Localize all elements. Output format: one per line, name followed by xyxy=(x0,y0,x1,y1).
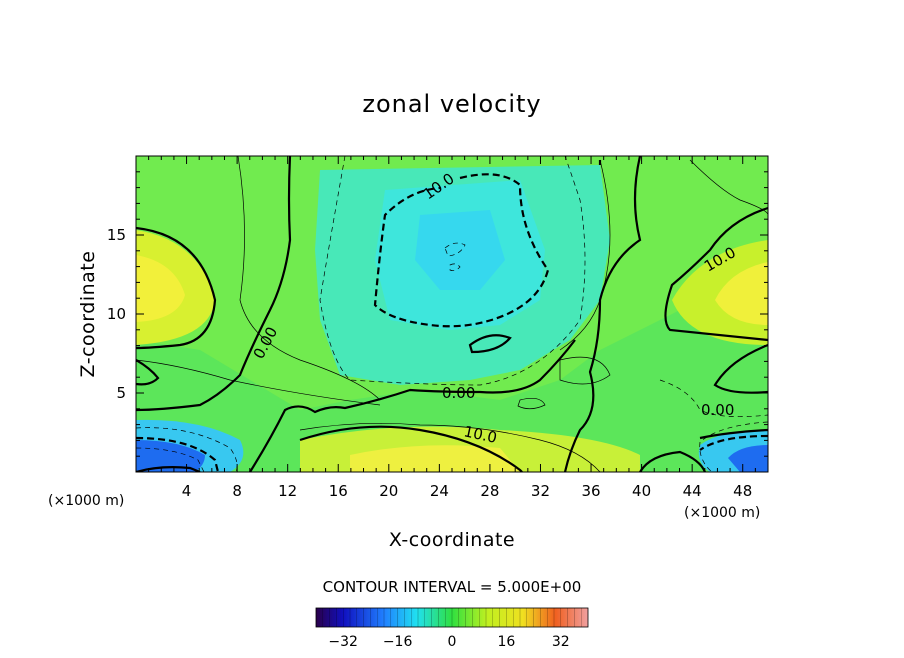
y-tick-label: 10 xyxy=(107,305,126,323)
colorbar-tick-label: 32 xyxy=(552,634,570,650)
colorbar-tick-label: 0 xyxy=(448,634,457,650)
field-region-cyan-center xyxy=(415,210,505,290)
x-unit-right: (×1000 m) xyxy=(684,505,760,521)
y-axis: 5 10 15 xyxy=(107,171,768,457)
colorbar-stripes xyxy=(322,608,582,627)
x-tick-label: 48 xyxy=(733,482,752,500)
x-tick-label: 32 xyxy=(531,482,550,500)
contours-thick-dashed xyxy=(136,173,768,472)
contours-thick xyxy=(136,156,768,472)
field-region-left-lobe-core xyxy=(136,255,185,322)
colorbar-ticks: −32 −16 0 16 32 xyxy=(328,634,569,650)
contour-label: 0.00 xyxy=(442,384,475,402)
x-axis-label: X-coordinate xyxy=(389,529,515,551)
x-tick-label: 44 xyxy=(683,482,702,500)
field-region-bottom-band-core xyxy=(350,445,520,472)
x-unit-left: (×1000 m) xyxy=(48,493,124,509)
x-tick-label: 28 xyxy=(480,482,499,500)
y-tick-label: 5 xyxy=(116,384,126,402)
x-tick-label: 24 xyxy=(430,482,449,500)
plot-area xyxy=(136,156,768,472)
contours-dashed xyxy=(136,156,768,472)
y-axis-label: Z-coordinate xyxy=(77,251,99,378)
colorbar-tick-label: −32 xyxy=(328,634,358,650)
contour-interval-text: CONTOUR INTERVAL = 5.000E+00 xyxy=(323,578,582,596)
x-axis: 4 8 12 16 20 24 28 32 36 40 44 48 xyxy=(148,156,756,500)
x-tick-label: 16 xyxy=(329,482,348,500)
x-tick-label: 36 xyxy=(581,482,600,500)
colorbar-tick-label: 16 xyxy=(497,634,515,650)
y-tick-label: 15 xyxy=(107,226,126,244)
field-region-bottom-right-blue-core xyxy=(728,445,768,472)
colorbar-tick-label: −16 xyxy=(383,634,413,650)
chart-title: zonal velocity xyxy=(362,90,541,118)
x-tick-label: 4 xyxy=(182,482,192,500)
x-tick-label: 12 xyxy=(278,482,297,500)
x-tick-label: 8 xyxy=(232,482,242,500)
field-region-right-lobe-core xyxy=(715,262,768,325)
x-tick-label: 20 xyxy=(379,482,398,500)
contour-label: 0.00 xyxy=(701,401,734,419)
x-tick-label: 40 xyxy=(632,482,651,500)
field-region-bottom-left-blue-core xyxy=(136,440,205,472)
